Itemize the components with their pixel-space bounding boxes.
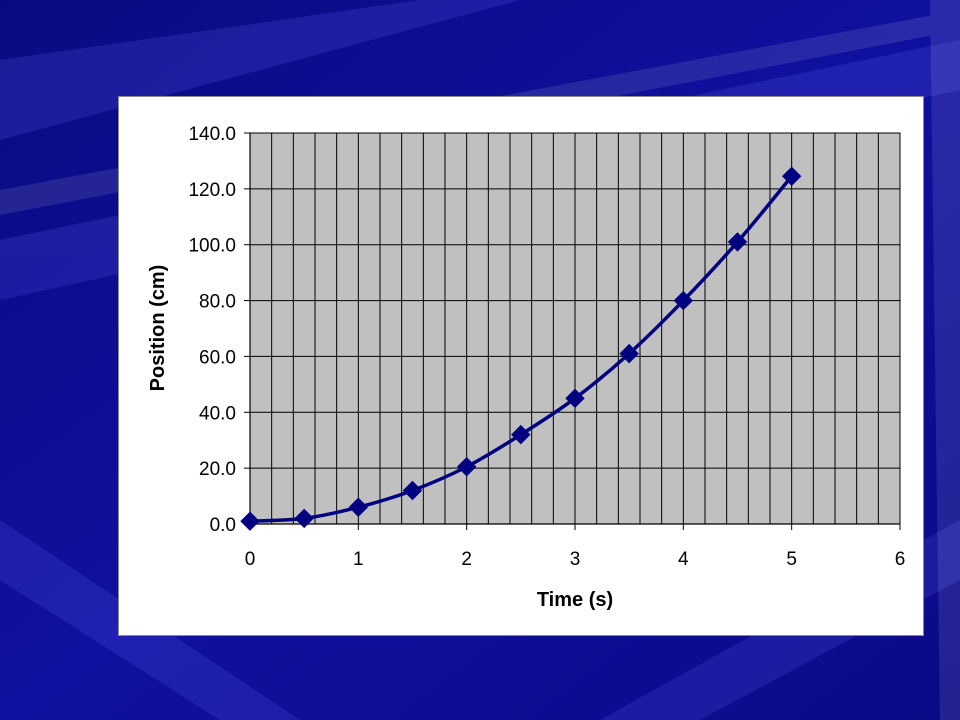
y-tick-label: 40.0 bbox=[199, 403, 236, 424]
data-series bbox=[240, 166, 802, 531]
x-tick-label: 0 bbox=[245, 549, 256, 570]
y-tick-label: 80.0 bbox=[199, 292, 236, 313]
data-point-marker bbox=[294, 508, 314, 529]
y-tick-label: 120.0 bbox=[188, 180, 236, 201]
data-point-marker bbox=[781, 166, 802, 186]
y-tick-label: 140.0 bbox=[188, 124, 236, 145]
data-point-marker bbox=[673, 290, 694, 311]
x-tick-label: 4 bbox=[678, 549, 689, 570]
data-point-marker bbox=[511, 424, 531, 445]
axes bbox=[244, 132, 901, 530]
x-tick-label: 3 bbox=[570, 549, 581, 570]
x-tick-label: 5 bbox=[786, 549, 797, 570]
x-axis-title: Time (s) bbox=[537, 589, 613, 611]
chart-panel: 0.0 20.0 40.0 60.0 80.0 100.0 120.0 140.0 0 1 2 3 4 5… bbox=[118, 96, 924, 636]
y-tick-label: 0.0 bbox=[210, 515, 236, 536]
x-tick-label: 1 bbox=[353, 549, 364, 570]
x-tick-label: 2 bbox=[461, 549, 472, 570]
series-line bbox=[249, 175, 794, 523]
y-tick-label: 100.0 bbox=[188, 236, 236, 257]
data-point-marker bbox=[402, 480, 423, 501]
data-point-marker bbox=[727, 232, 748, 252]
data-point-marker bbox=[348, 497, 369, 517]
y-tick-label: 60.0 bbox=[199, 347, 236, 368]
data-point-marker bbox=[619, 343, 639, 364]
gridlines bbox=[250, 133, 900, 524]
y-tick-label: 20.0 bbox=[199, 459, 236, 480]
data-point-marker bbox=[456, 457, 477, 477]
data-point-marker bbox=[240, 511, 260, 531]
data-point-marker bbox=[565, 388, 585, 409]
tick-labels: 0.0 20.0 40.0 60.0 80.0 100.0 120.0 140.0 0 1 2 3 4 5… bbox=[188, 124, 905, 570]
y-axis-title: Position (cm) bbox=[147, 265, 169, 392]
x-tick-label: 6 bbox=[895, 549, 906, 570]
line-chart: 0.0 20.0 40.0 60.0 80.0 100.0 120.0 140.0 0 1 2 3 4 5… bbox=[147, 124, 905, 611]
